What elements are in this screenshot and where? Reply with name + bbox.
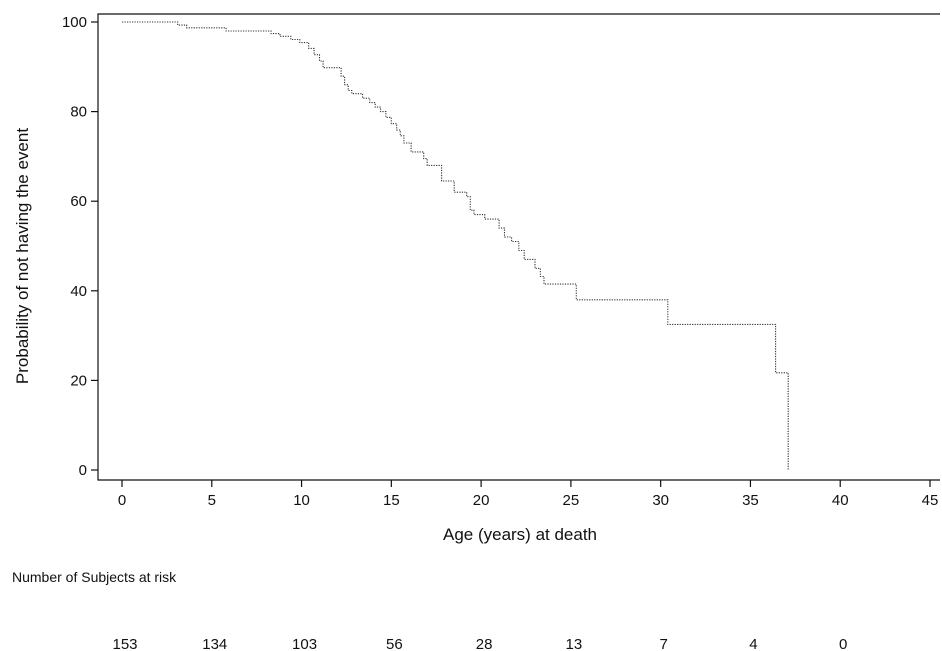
x-tick-label: 10 [293,492,310,509]
y-tick-label: 80 [70,104,87,121]
risk-value: 7 [659,636,667,651]
risk-value: 56 [386,636,403,651]
x-tick-label: 35 [742,492,759,509]
risk-value: 4 [749,636,757,651]
y-axis-title: Probability of not having the event [13,128,32,384]
risk-value: 103 [292,636,317,651]
x-tick-label: 45 [922,492,939,509]
y-tick-label: 100 [62,14,87,31]
y-tick-label: 20 [70,372,87,389]
plot-frame [97,13,940,481]
x-tick-label: 30 [652,492,669,509]
x-axis: 0 5 10 15 20 25 30 35 40 45 [118,480,939,509]
risk-value: 153 [112,636,137,651]
x-tick-label: 0 [118,492,126,509]
y-tick-label: 40 [70,283,87,300]
x-tick-label: 25 [563,492,580,509]
risk-table-values: 153 134 103 56 28 13 7 4 0 [112,636,847,651]
plot-area: 0 20 40 60 80 100 0 5 10 15 20 25 30 35 40 45 [62,13,940,509]
risk-value: 134 [202,636,227,651]
risk-value: 28 [476,636,493,651]
y-tick-label: 60 [70,193,87,210]
risk-table-title: Number of Subjects at risk [12,569,177,585]
y-tick-label: 0 [79,462,87,479]
y-axis: 0 20 40 60 80 100 [62,14,98,479]
x-tick-label: 5 [208,492,216,509]
survival-curve [122,21,789,470]
risk-value: 0 [839,636,847,651]
x-tick-label: 20 [473,492,490,509]
x-tick-label: 40 [832,492,849,509]
x-axis-title: Age (years) at death [443,525,597,544]
x-tick-label: 15 [383,492,400,509]
risk-value: 13 [566,636,583,651]
